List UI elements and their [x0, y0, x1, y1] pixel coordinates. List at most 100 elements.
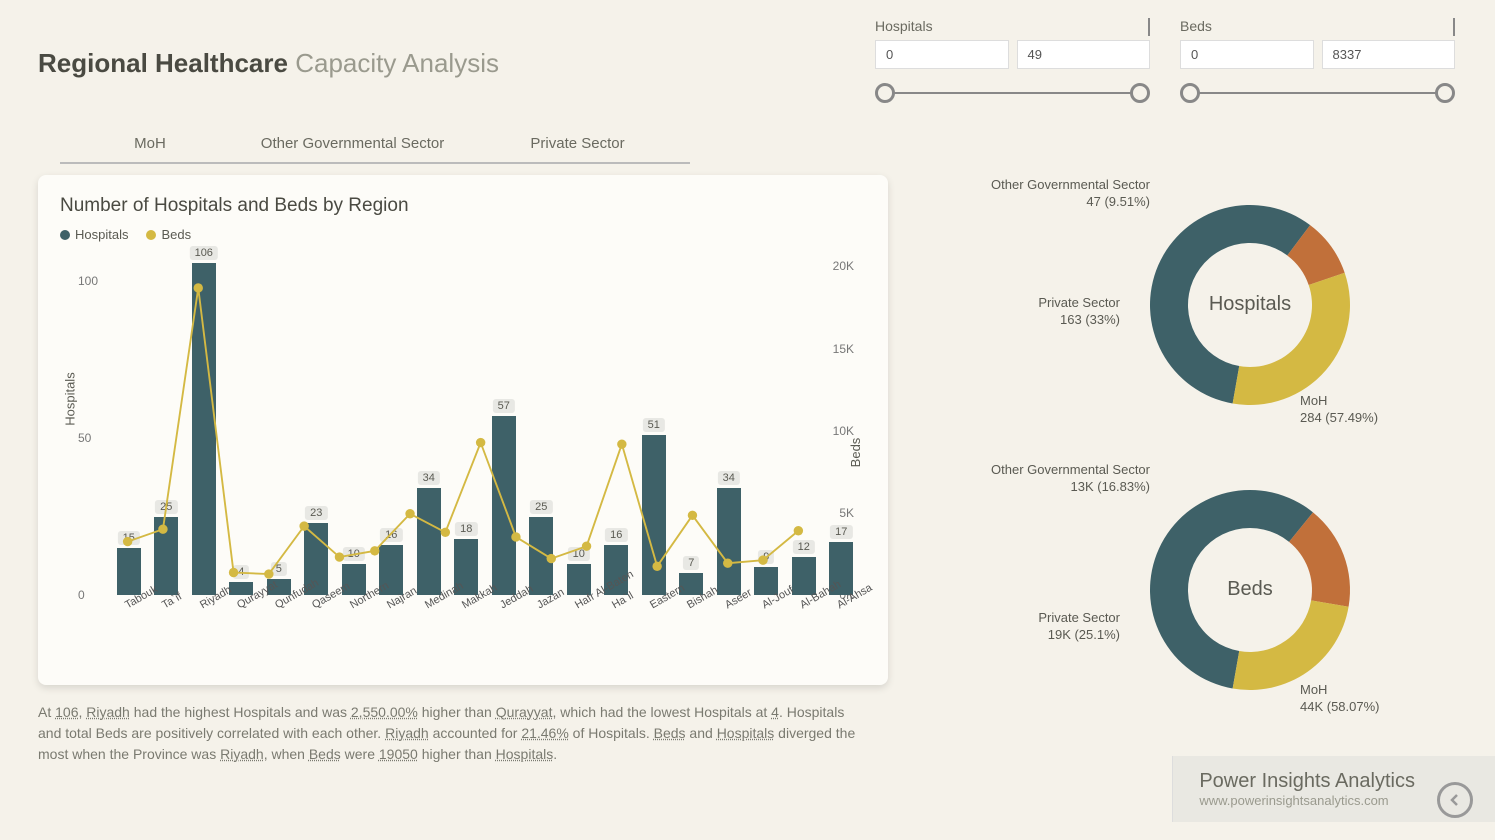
- beds-marker[interactable]: [194, 283, 203, 292]
- plot-area: Hospitals Beds 050100 0K5K10K15K20K 1525…: [110, 250, 816, 640]
- donut-center-label: Beds: [1150, 578, 1350, 601]
- y-tick: 100: [78, 274, 98, 288]
- beds-marker[interactable]: [476, 438, 485, 447]
- insight-value: 2,550.00%: [351, 704, 418, 720]
- donut-slice-label: MoH284 (57.49%): [1300, 393, 1378, 427]
- y-tick: 15K: [833, 342, 854, 356]
- x-category-label: Al-Bahah: [798, 601, 820, 639]
- x-category-label: Aseer: [723, 601, 745, 639]
- insight-value: 21.46%: [521, 725, 568, 741]
- back-button[interactable]: [1437, 782, 1473, 818]
- chevron-down-icon[interactable]: [1453, 18, 1455, 34]
- y-tick: 0: [78, 588, 85, 602]
- x-category-label: Makkah: [460, 601, 482, 639]
- x-category-label: Al-Jouf: [760, 601, 782, 639]
- slider-thumb-min[interactable]: [875, 83, 895, 103]
- donut-slice-label: Other Governmental Sector47 (9.51%): [950, 177, 1150, 211]
- chevron-down-icon[interactable]: [1148, 18, 1150, 34]
- tab-moh[interactable]: MoH: [60, 125, 240, 164]
- filter-max-input[interactable]: 49: [1017, 40, 1151, 69]
- beds-line: [128, 288, 799, 574]
- insight-text: At 106, Riyadh had the highest Hospitals…: [38, 702, 858, 765]
- bar-value-label: 17: [830, 525, 852, 539]
- x-category-label: Najran: [385, 601, 407, 639]
- x-category-label: Bishah: [685, 601, 707, 639]
- range-slider[interactable]: [875, 83, 1150, 103]
- insight-value: 4: [771, 704, 779, 720]
- x-category-label: Hafr Al-Baten: [573, 601, 595, 639]
- beds-marker[interactable]: [794, 526, 803, 535]
- beds-marker[interactable]: [617, 439, 626, 448]
- insight-value: Beds: [654, 725, 686, 741]
- donut-slice[interactable]: [1233, 600, 1349, 690]
- slider-thumb-max[interactable]: [1130, 83, 1150, 103]
- slider-thumb-min[interactable]: [1180, 83, 1200, 103]
- insight-value: Hospitals: [496, 746, 554, 762]
- insight-value: Hospitals: [717, 725, 775, 741]
- title-light: Capacity Analysis: [288, 48, 499, 78]
- y-tick: 5K: [839, 506, 854, 520]
- beds-marker[interactable]: [123, 537, 132, 546]
- beds-marker[interactable]: [158, 525, 167, 534]
- insight-value: 106: [55, 704, 78, 720]
- filter-min-input[interactable]: 0: [875, 40, 1009, 69]
- beds-marker[interactable]: [405, 509, 414, 518]
- y-tick: 10K: [833, 424, 854, 438]
- filter-beds: Beds 0 8337: [1180, 18, 1455, 103]
- x-category-label: Northern: [348, 601, 370, 639]
- bar-chart-card: Number of Hospitals and Beds by Region H…: [38, 175, 888, 685]
- donut-slice-label: Other Governmental Sector13K (16.83%): [950, 462, 1150, 496]
- filters-panel: Hospitals 0 49 Beds 0 8337: [875, 18, 1455, 103]
- insight-value: 19050: [379, 746, 418, 762]
- filter-min-input[interactable]: 0: [1180, 40, 1314, 69]
- x-category-label: Riyadh: [198, 601, 220, 639]
- x-category-label: Qurayyat: [235, 601, 257, 639]
- beds-marker[interactable]: [652, 562, 661, 571]
- y-left-label: Hospitals: [63, 372, 78, 425]
- beds-marker[interactable]: [229, 568, 238, 577]
- beds-marker[interactable]: [370, 546, 379, 555]
- x-category-label: Ta`if: [160, 601, 182, 639]
- insight-value: Beds: [309, 746, 341, 762]
- y-right-label: Beds: [849, 438, 864, 468]
- donut-slice-label: MoH44K (58.07%): [1300, 682, 1380, 716]
- beds-marker[interactable]: [758, 555, 767, 564]
- slider-thumb-max[interactable]: [1435, 83, 1455, 103]
- legend-hospitals: Hospitals: [60, 227, 128, 242]
- footer-url: www.powerinsightsanalytics.com: [1199, 793, 1415, 808]
- filter-hospitals: Hospitals 0 49: [875, 18, 1150, 103]
- x-category-label: Qaseem: [310, 601, 332, 639]
- x-category-label: Eastern: [648, 601, 670, 639]
- y-tick: 20K: [833, 259, 854, 273]
- beds-marker[interactable]: [441, 528, 450, 537]
- x-category-label: Tabouk: [123, 601, 145, 639]
- footer-title: Power Insights Analytics: [1199, 770, 1415, 793]
- range-slider[interactable]: [1180, 83, 1455, 103]
- beds-marker[interactable]: [511, 532, 520, 541]
- chart-legend: Hospitals Beds: [60, 227, 866, 242]
- x-category-label: Jazan: [535, 601, 557, 639]
- tab-other-gov[interactable]: Other Governmental Sector: [240, 125, 465, 164]
- donut-slice-label: Private Sector163 (33%): [960, 295, 1120, 329]
- insight-value: Riyadh: [385, 725, 429, 741]
- x-category-label: Al-Ahsa: [835, 601, 857, 639]
- tab-private[interactable]: Private Sector: [465, 125, 690, 164]
- beds-marker[interactable]: [547, 554, 556, 563]
- filter-label: Beds: [1180, 18, 1212, 34]
- x-category-label: Jeddah: [498, 601, 520, 639]
- beds-marker[interactable]: [723, 559, 732, 568]
- x-category-label: Medinah: [423, 601, 445, 639]
- donut-slice-label: Private Sector19K (25.1%): [960, 610, 1120, 644]
- insight-value: Riyadh: [86, 704, 130, 720]
- insight-value: Riyadh: [220, 746, 264, 762]
- chart-title: Number of Hospitals and Beds by Region: [60, 195, 866, 217]
- beds-marker[interactable]: [299, 521, 308, 530]
- donut-center-label: Hospitals: [1150, 293, 1350, 316]
- filter-max-input[interactable]: 8337: [1322, 40, 1456, 69]
- y-tick: 50: [78, 431, 91, 445]
- beds-marker[interactable]: [264, 569, 273, 578]
- beds-marker[interactable]: [688, 511, 697, 520]
- legend-beds: Beds: [146, 227, 191, 242]
- beds-marker[interactable]: [335, 552, 344, 561]
- beds-marker[interactable]: [582, 542, 591, 551]
